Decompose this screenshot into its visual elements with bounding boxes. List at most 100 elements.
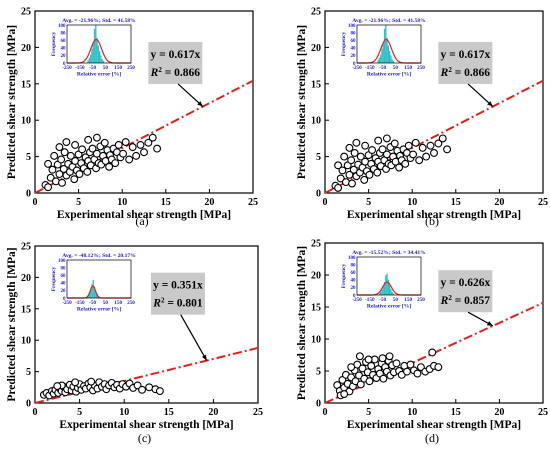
inset-x-tick-label: 250 bbox=[417, 65, 425, 71]
inset-histogram: Avg. = -21.96%; Std. = 41.58% -250 -150 -50… bbox=[341, 18, 426, 78]
scatter-point bbox=[334, 161, 343, 170]
scatter-point bbox=[373, 168, 382, 177]
x-tick-label: 0 bbox=[33, 197, 38, 208]
histogram-bar bbox=[390, 288, 392, 295]
histogram-bar bbox=[88, 292, 91, 298]
inset-y-tick-label: 80 bbox=[351, 263, 357, 268]
r-squared-exponent: 2 bbox=[448, 294, 452, 302]
inset-x-axis-title: Relative error [%] bbox=[77, 72, 121, 78]
inset-x-tick-label: -150 bbox=[365, 65, 375, 71]
y-tick-label: 0 bbox=[316, 189, 321, 200]
y-tick-label: 25 bbox=[21, 7, 31, 18]
annotation-arrowhead bbox=[201, 354, 207, 361]
y-tick-label: 15 bbox=[311, 303, 321, 314]
histogram-bar bbox=[92, 43, 94, 63]
histogram-bar bbox=[101, 59, 103, 63]
scatter-point bbox=[356, 380, 365, 389]
inset-x-axis-title: Relative error [%] bbox=[367, 72, 411, 78]
r-squared-value: = 0.866 bbox=[162, 67, 200, 79]
inset-y-axis-title: Frequency bbox=[341, 263, 347, 288]
scatter-point bbox=[365, 377, 374, 386]
x-tick-label: 0 bbox=[323, 197, 328, 208]
x-tick-label: 5 bbox=[77, 407, 82, 418]
scatter-point bbox=[355, 352, 364, 361]
scatter-point bbox=[148, 133, 157, 142]
r-squared-exponent: 2 bbox=[448, 66, 452, 74]
histogram-bar bbox=[90, 54, 92, 63]
histogram-bar bbox=[380, 291, 382, 295]
inset-x-tick-label: -50 bbox=[89, 300, 96, 306]
fit-annotation-box bbox=[438, 270, 493, 313]
scatter-point bbox=[338, 166, 347, 175]
inset-stats-label: Avg. = -21.96%; Std. = 41.58% bbox=[352, 18, 426, 24]
scatter-point bbox=[356, 152, 365, 161]
inset-y-tick-label: 40 bbox=[61, 47, 67, 52]
scatter-point bbox=[378, 145, 387, 154]
scatter-point bbox=[403, 367, 411, 376]
scatter-point bbox=[347, 363, 356, 372]
scatter-point bbox=[345, 143, 354, 152]
scatter-point bbox=[364, 355, 373, 364]
histogram-bar bbox=[92, 279, 94, 298]
histogram-bar bbox=[377, 59, 379, 63]
inset-x-tick-label: 250 bbox=[127, 65, 135, 71]
scatter-point bbox=[48, 165, 57, 174]
inset-y-axis-title: Frequency bbox=[51, 266, 57, 291]
histogram-bar bbox=[93, 28, 96, 63]
x-tick-label: 25 bbox=[248, 197, 258, 208]
scatter-point bbox=[92, 133, 101, 142]
scatter-point bbox=[349, 165, 358, 174]
histogram-bar bbox=[381, 289, 383, 295]
scatter-point bbox=[153, 144, 162, 153]
histogram-bar bbox=[386, 273, 388, 295]
y-tick-label: 25 bbox=[311, 7, 321, 18]
histogram-bar bbox=[100, 55, 102, 63]
inset-y-tick-label: 100 bbox=[58, 24, 66, 29]
histogram-bar bbox=[387, 45, 389, 63]
inset-y-tick-label: 40 bbox=[351, 279, 357, 284]
histogram-bar bbox=[102, 60, 105, 63]
scatter-point bbox=[114, 141, 123, 149]
scatter-point bbox=[418, 143, 427, 152]
inset-frame bbox=[356, 24, 422, 64]
y-tick-label: 5 bbox=[316, 367, 321, 378]
histogram-bar bbox=[389, 50, 391, 63]
scatter-point bbox=[155, 387, 164, 396]
inset-y-tick-label: 0 bbox=[63, 297, 66, 302]
scatter-point bbox=[361, 141, 370, 150]
scatter-point bbox=[100, 138, 109, 147]
histogram-bar bbox=[382, 286, 384, 295]
fit-equation-label: y = 0.617x bbox=[151, 49, 201, 61]
inset-y-tick-label: 40 bbox=[61, 282, 67, 287]
y-axis-title: Predicted shear strength [MPa] bbox=[6, 247, 18, 401]
x-tick-label: 10 bbox=[407, 197, 417, 208]
scatter-point bbox=[334, 183, 343, 192]
scatter-point bbox=[392, 359, 401, 368]
r-squared-symbol: R bbox=[440, 67, 449, 79]
annotation-arrowhead bbox=[486, 321, 493, 326]
inset-y-tick-label: 100 bbox=[348, 256, 356, 261]
scatter-point bbox=[119, 149, 128, 158]
scatter-point bbox=[136, 141, 145, 149]
scatter-point bbox=[378, 354, 387, 363]
r-squared-symbol: R bbox=[150, 67, 159, 79]
panel-label: (b) bbox=[425, 214, 439, 228]
scatter-point bbox=[430, 149, 438, 157]
fit-annotation-box bbox=[150, 272, 205, 315]
scatter-point bbox=[434, 139, 443, 148]
x-tick-label: 0 bbox=[33, 407, 38, 418]
histogram-bar bbox=[383, 282, 386, 295]
scatter-point bbox=[75, 170, 84, 179]
inset-x-tick-label: 250 bbox=[127, 300, 135, 306]
inset-histogram: Avg. = -21.96%; Std. = 41.58% -250 -150 -50… bbox=[51, 18, 136, 78]
inset-frame bbox=[66, 24, 132, 64]
inset-x-tick-label: 150 bbox=[404, 297, 412, 303]
histogram-bar bbox=[380, 54, 382, 63]
y-tick-label: 20 bbox=[21, 273, 31, 284]
x-tick-label: 15 bbox=[451, 197, 461, 208]
scatter-point bbox=[62, 138, 71, 146]
x-tick-label: 5 bbox=[76, 197, 81, 208]
inset-y-tick-label: 80 bbox=[351, 31, 357, 36]
scatter-point bbox=[390, 139, 399, 148]
